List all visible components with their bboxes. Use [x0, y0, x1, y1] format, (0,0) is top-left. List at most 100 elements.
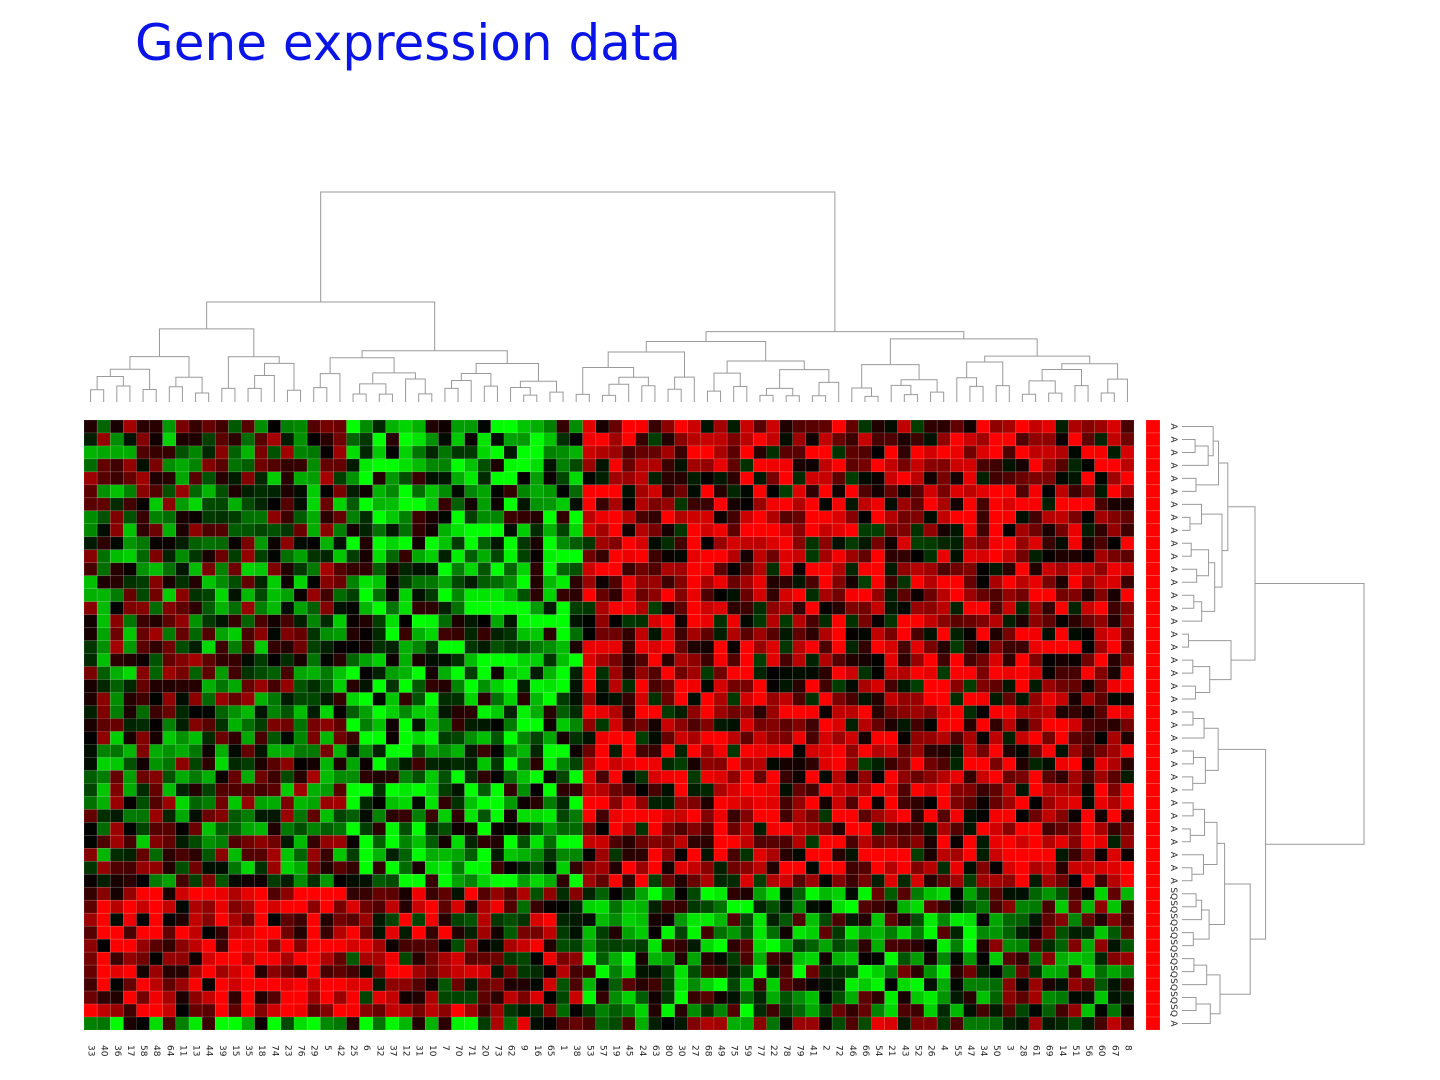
heatmap-cell	[726, 679, 741, 693]
column-label: 51	[1070, 1045, 1080, 1056]
heatmap-cell	[1028, 588, 1043, 603]
heatmap-cell	[359, 458, 374, 473]
heatmap-cell	[96, 977, 111, 992]
heatmap-cell	[556, 562, 570, 577]
row-label: A	[1168, 579, 1178, 586]
heatmap-cell	[582, 847, 597, 862]
heatmap-cell	[1081, 705, 1095, 719]
heatmap-cell	[398, 601, 413, 615]
heatmap-cell	[726, 484, 741, 499]
heatmap-cell	[411, 549, 426, 564]
heatmap-cell	[582, 445, 597, 460]
heatmap-cell	[516, 445, 531, 460]
heatmap-cell	[293, 601, 308, 615]
column-label: 40	[99, 1045, 109, 1057]
heatmap-cell	[1068, 627, 1082, 641]
heatmap-cell	[569, 796, 584, 810]
heatmap-cell	[1015, 601, 1030, 615]
heatmap-cell	[949, 562, 964, 577]
heatmap-cell	[96, 640, 111, 654]
heatmap-cell	[516, 809, 531, 823]
heatmap-cell	[385, 744, 400, 758]
heatmap-cell	[976, 419, 990, 434]
heatmap-cell	[884, 458, 899, 473]
heatmap-cell	[753, 744, 767, 758]
heatmap-cell	[175, 990, 190, 1005]
heatmap-cell	[949, 873, 964, 888]
heatmap-cell	[936, 445, 951, 460]
heatmap-cell	[923, 458, 938, 473]
heatmap-cell	[858, 718, 872, 732]
heatmap-cell	[464, 938, 479, 953]
heatmap-cell	[96, 1016, 111, 1031]
heatmap-cell	[1054, 523, 1069, 538]
heatmap-cell	[280, 990, 295, 1005]
heatmap-cell	[1094, 822, 1109, 836]
heatmap-cell	[201, 562, 216, 577]
heatmap-cell	[372, 847, 387, 862]
heatmap-cell	[267, 938, 282, 953]
heatmap-cell	[201, 523, 216, 538]
heatmap-cell	[1094, 536, 1109, 551]
heatmap-cell	[201, 510, 216, 525]
column-label: 33	[86, 1045, 96, 1056]
heatmap-cell	[726, 925, 741, 940]
heatmap-cell	[634, 588, 649, 603]
heatmap-cell	[700, 471, 715, 486]
heatmap-cell	[871, 692, 885, 706]
heatmap-cell	[1002, 640, 1017, 654]
heatmap-cell	[818, 990, 833, 1005]
heatmap-cell	[477, 886, 492, 901]
column-label: 27	[689, 1045, 699, 1056]
heatmap-cell	[595, 731, 610, 745]
heatmap-cell	[477, 471, 492, 486]
heatmap-cell	[621, 562, 636, 577]
heatmap-cell	[910, 847, 925, 862]
heatmap-cell	[333, 951, 347, 966]
heatmap-cell	[516, 692, 531, 706]
heatmap-cell	[1054, 977, 1069, 992]
heatmap-cell	[306, 912, 321, 927]
heatmap-cell	[1094, 432, 1109, 447]
heatmap-cell	[516, 1016, 531, 1031]
heatmap-cell	[818, 666, 833, 680]
heatmap-cell	[661, 562, 675, 577]
heatmap-cell	[96, 770, 111, 784]
heatmap-cell	[516, 523, 531, 538]
heatmap-cell	[648, 770, 662, 784]
heatmap-cell	[858, 925, 872, 940]
heatmap-cell	[438, 510, 452, 525]
heatmap-cell	[254, 601, 269, 615]
heatmap-cell	[687, 666, 702, 680]
heatmap-cell	[569, 679, 584, 693]
heatmap-cell	[109, 614, 124, 628]
heatmap-cell	[621, 796, 636, 810]
dendrogram-branch	[158, 328, 255, 357]
heatmap-cell	[910, 705, 925, 719]
heatmap-cell	[543, 705, 557, 719]
heatmap-cell	[1015, 419, 1030, 434]
heatmap-cell	[818, 796, 833, 810]
heatmap-cell	[648, 614, 662, 628]
heatmap-cell	[464, 886, 479, 901]
heatmap-cell	[700, 1003, 715, 1018]
heatmap-cell	[976, 588, 990, 603]
heatmap-cell	[398, 990, 413, 1005]
heatmap-cell	[910, 627, 925, 641]
column-label: 32	[374, 1045, 384, 1056]
heatmap-cell	[871, 419, 885, 434]
heatmap-cell	[1068, 458, 1082, 473]
heatmap-cell	[451, 783, 465, 797]
heatmap-cell	[936, 1016, 951, 1031]
heatmap-cell	[372, 873, 387, 888]
heatmap-cell	[661, 925, 675, 940]
heatmap-cell	[516, 951, 531, 966]
heatmap-cell	[267, 951, 282, 966]
heatmap-cell	[372, 899, 387, 914]
heatmap-cell	[963, 705, 977, 719]
heatmap-cell	[464, 653, 479, 667]
heatmap-cell	[963, 575, 977, 590]
heatmap-cell	[1094, 873, 1109, 888]
heatmap-cell	[280, 744, 295, 758]
heatmap-cell	[306, 432, 321, 447]
